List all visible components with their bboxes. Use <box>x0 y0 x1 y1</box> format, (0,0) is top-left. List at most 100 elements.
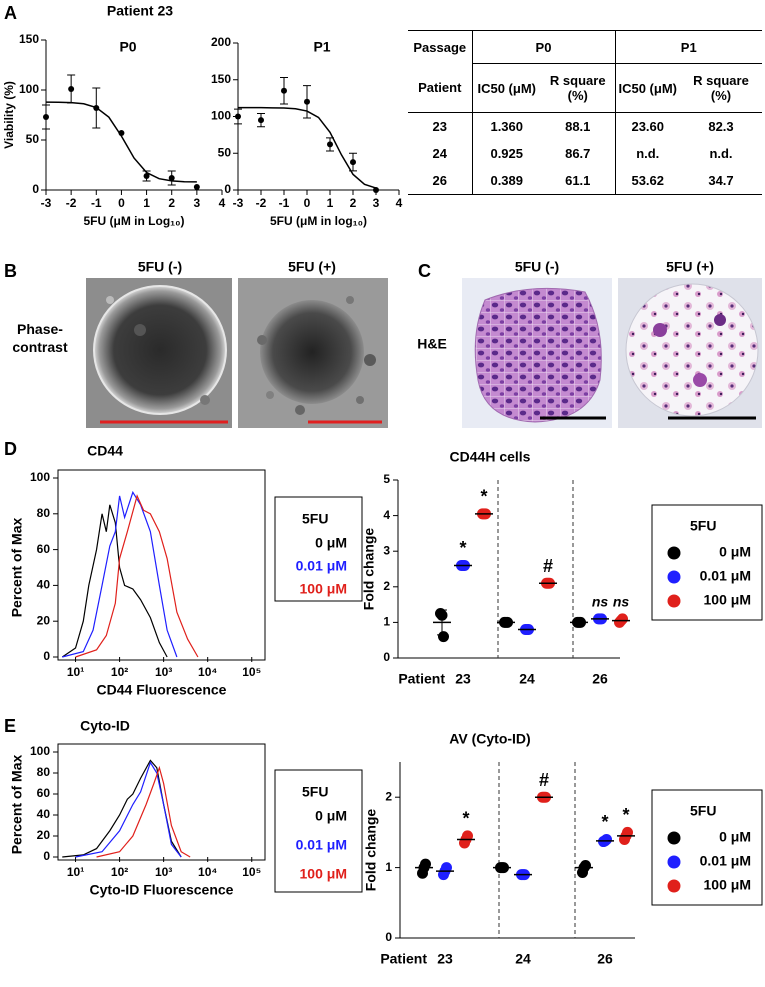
y-tick-label: 40 <box>37 807 51 821</box>
data-point <box>601 833 612 845</box>
x-tick-label: 2 <box>350 196 357 210</box>
legend-label: 0 μM <box>315 535 347 551</box>
x-tick-label: 10¹ <box>67 665 84 679</box>
significance-label: ns <box>592 594 609 610</box>
x-tick-label: -2 <box>66 196 77 210</box>
phase-contrast-image <box>238 278 388 428</box>
fit-curve <box>45 101 197 183</box>
x-tick-label: 10³ <box>155 665 172 679</box>
y-tick-label: 100 <box>30 744 50 758</box>
column-label: 5FU (+) <box>288 259 336 275</box>
significance-label: * <box>480 487 487 507</box>
legend-marker <box>667 879 681 893</box>
legend-label: 100 μM <box>704 877 751 893</box>
table-cell: R square (%) <box>541 63 615 113</box>
histogram-line <box>62 759 182 858</box>
x-tick-label: 0 <box>304 196 311 210</box>
legend-label: 0 μM <box>719 544 751 560</box>
table-cell: IC50 (μM) <box>471 63 541 113</box>
histogram-line <box>61 504 168 658</box>
x-tick-label: 1 <box>327 196 334 210</box>
legend-title: 5FU <box>302 784 328 800</box>
x-tick-label: 1 <box>143 196 150 210</box>
y-axis-label: Percent of Max <box>9 517 25 617</box>
chart-title: P1 <box>313 39 330 55</box>
plot-frame <box>57 469 266 661</box>
x-axis-label: Patient <box>380 951 427 967</box>
legend-label: 0.01 μM <box>700 853 751 869</box>
x-tick-label: 24 <box>515 951 531 967</box>
table-cell: R square (%) <box>680 63 762 113</box>
legend-label: 0 μM <box>719 829 751 845</box>
data-point <box>235 113 241 120</box>
data-point <box>373 187 379 193</box>
table-cell: 0.389 <box>471 167 541 195</box>
x-tick-label: 10⁵ <box>242 665 261 679</box>
data-point <box>580 859 591 871</box>
histogram-line <box>96 765 191 858</box>
row-label: Phase-contrast <box>12 321 68 355</box>
legend-marker <box>667 570 681 584</box>
legend-label: 100 μM <box>300 866 347 882</box>
significance-label: * <box>462 809 469 829</box>
y-tick-label: 80 <box>37 765 51 779</box>
y-tick-label: 150 <box>19 32 39 46</box>
he-image <box>462 278 612 428</box>
x-tick-label: 4 <box>219 196 226 210</box>
y-tick-label: 1 <box>385 860 392 874</box>
table-cell: 23 <box>432 119 447 134</box>
table-subheader: Patient IC50 (μM) R square (%) IC50 (μM)… <box>408 63 762 113</box>
y-tick-label: 100 <box>211 109 231 123</box>
legend-box <box>651 504 763 621</box>
significance-label: # <box>543 556 553 576</box>
panel-label: A <box>4 3 17 23</box>
data-point <box>350 159 356 166</box>
x-tick-label: 10⁴ <box>198 665 217 679</box>
x-axis-label: 5FU (μM in log₁₀) <box>270 214 367 228</box>
table-row: 26 0.389 61.1 53.62 34.7 <box>408 167 762 195</box>
table-cell: 23.60 <box>614 112 680 140</box>
legend-label: 100 μM <box>704 592 751 608</box>
data-point <box>193 184 200 190</box>
column-label: 5FU (-) <box>515 259 559 275</box>
x-tick-label: 23 <box>455 671 471 687</box>
x-tick-label: 10² <box>111 665 128 679</box>
x-tick-label: 24 <box>519 671 535 687</box>
x-tick-label: 0 <box>118 196 125 210</box>
data-point <box>281 87 287 94</box>
y-tick-label: 60 <box>37 542 51 556</box>
legend-title: 5FU <box>302 511 328 527</box>
y-tick-label: 2 <box>383 579 390 593</box>
x-tick-label: -3 <box>233 196 244 210</box>
y-tick-label: 200 <box>211 35 231 49</box>
legend-marker <box>667 594 681 608</box>
data-point <box>438 631 449 643</box>
legend-marker <box>667 546 681 560</box>
y-tick-label: 0 <box>383 650 390 664</box>
table-cell: 1.360 <box>471 112 541 140</box>
y-tick-label: 20 <box>37 613 51 627</box>
table-cell: n.d. <box>709 146 733 161</box>
significance-label: * <box>601 812 608 832</box>
legend-title: 5FU <box>690 803 716 819</box>
data-point <box>93 105 100 111</box>
table-cell: 82.3 <box>708 119 734 134</box>
y-tick-label: 0 <box>43 649 50 663</box>
data-point <box>622 826 633 838</box>
legend-label: 100 μM <box>300 581 347 597</box>
column-label: 5FU (+) <box>666 259 714 275</box>
legend-box <box>274 769 363 893</box>
data-point <box>304 98 310 105</box>
histogram-line <box>75 761 182 858</box>
legend-box <box>274 496 363 602</box>
legend-title: 5FU <box>690 518 716 534</box>
chart-title: CD44H cells <box>450 449 531 465</box>
data-point <box>462 830 473 842</box>
table-cell: Passage <box>408 30 472 64</box>
significance-label: ns <box>613 594 630 610</box>
y-tick-label: 100 <box>19 82 39 96</box>
data-point <box>143 173 150 179</box>
y-tick-label: 20 <box>37 828 51 842</box>
